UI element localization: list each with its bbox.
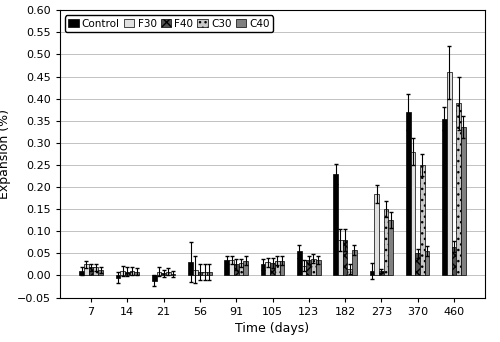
Bar (342, 240, 347, 275)
Y-axis label: Expansion (%): Expansion (%) (0, 109, 12, 199)
Bar (306, 260, 311, 275)
Bar (275, 261, 280, 275)
Bar (98, 270, 103, 275)
Bar (388, 220, 393, 275)
Bar (152, 275, 156, 281)
Bar (410, 152, 416, 275)
Bar (270, 263, 275, 275)
Bar (224, 260, 229, 275)
Bar (130, 271, 134, 275)
Bar (260, 264, 266, 275)
Bar (302, 266, 306, 275)
Bar (424, 251, 430, 275)
Bar (297, 251, 302, 275)
X-axis label: Time (days): Time (days) (236, 322, 310, 335)
Bar (420, 165, 424, 275)
Bar (80, 271, 84, 275)
Bar (94, 267, 98, 275)
Bar (134, 272, 139, 275)
Bar (384, 209, 388, 275)
Bar (334, 174, 338, 275)
Bar (266, 262, 270, 275)
Bar (193, 270, 198, 275)
Bar (461, 127, 466, 275)
Legend: Control, F30, F40, C30, C40: Control, F30, F40, C30, C40 (65, 15, 273, 32)
Bar (207, 272, 212, 275)
Bar (198, 272, 202, 275)
Bar (202, 272, 207, 275)
Bar (456, 103, 461, 275)
Bar (316, 260, 320, 275)
Bar (162, 273, 166, 275)
Bar (379, 271, 384, 275)
Bar (374, 194, 379, 275)
Bar (244, 261, 248, 275)
Bar (442, 119, 447, 275)
Bar (311, 259, 316, 275)
Bar (116, 275, 120, 278)
Bar (280, 261, 284, 275)
Bar (352, 250, 357, 275)
Bar (120, 271, 125, 275)
Bar (166, 272, 170, 275)
Bar (156, 272, 162, 275)
Bar (348, 269, 352, 275)
Bar (89, 267, 94, 275)
Bar (229, 260, 234, 275)
Bar (416, 253, 420, 275)
Bar (370, 271, 374, 275)
Bar (234, 264, 238, 275)
Bar (125, 272, 130, 275)
Bar (238, 263, 244, 275)
Bar (406, 112, 410, 275)
Bar (84, 264, 89, 275)
Bar (447, 72, 452, 275)
Bar (188, 262, 193, 275)
Bar (170, 274, 175, 275)
Bar (338, 240, 342, 275)
Bar (452, 247, 456, 275)
